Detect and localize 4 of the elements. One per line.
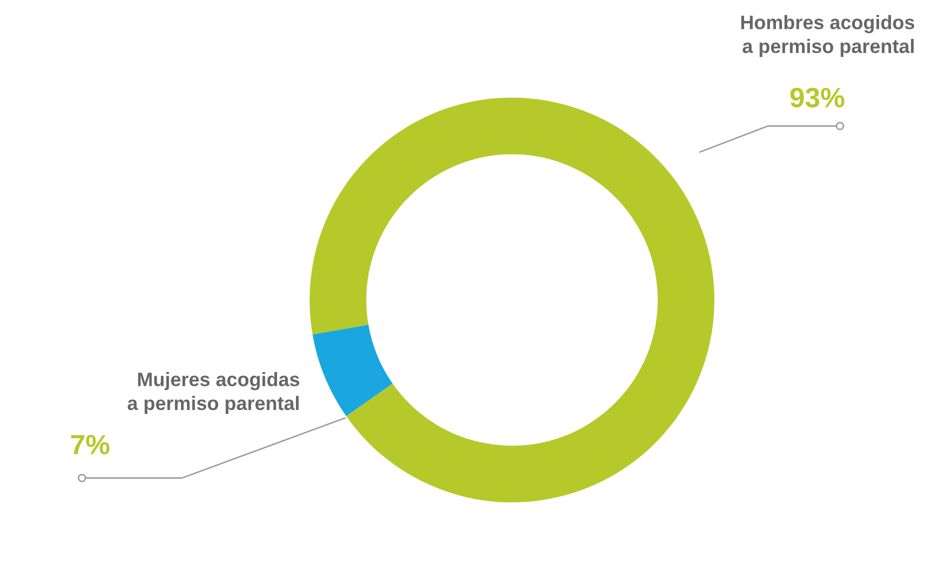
slice-label: Hombres acogidos a permiso parental: [741, 15, 914, 57]
data-label: 93%: [790, 88, 844, 108]
slice-label: Mujeres acogidas a permiso parental: [128, 372, 300, 414]
data-label: 7%: [71, 434, 110, 454]
